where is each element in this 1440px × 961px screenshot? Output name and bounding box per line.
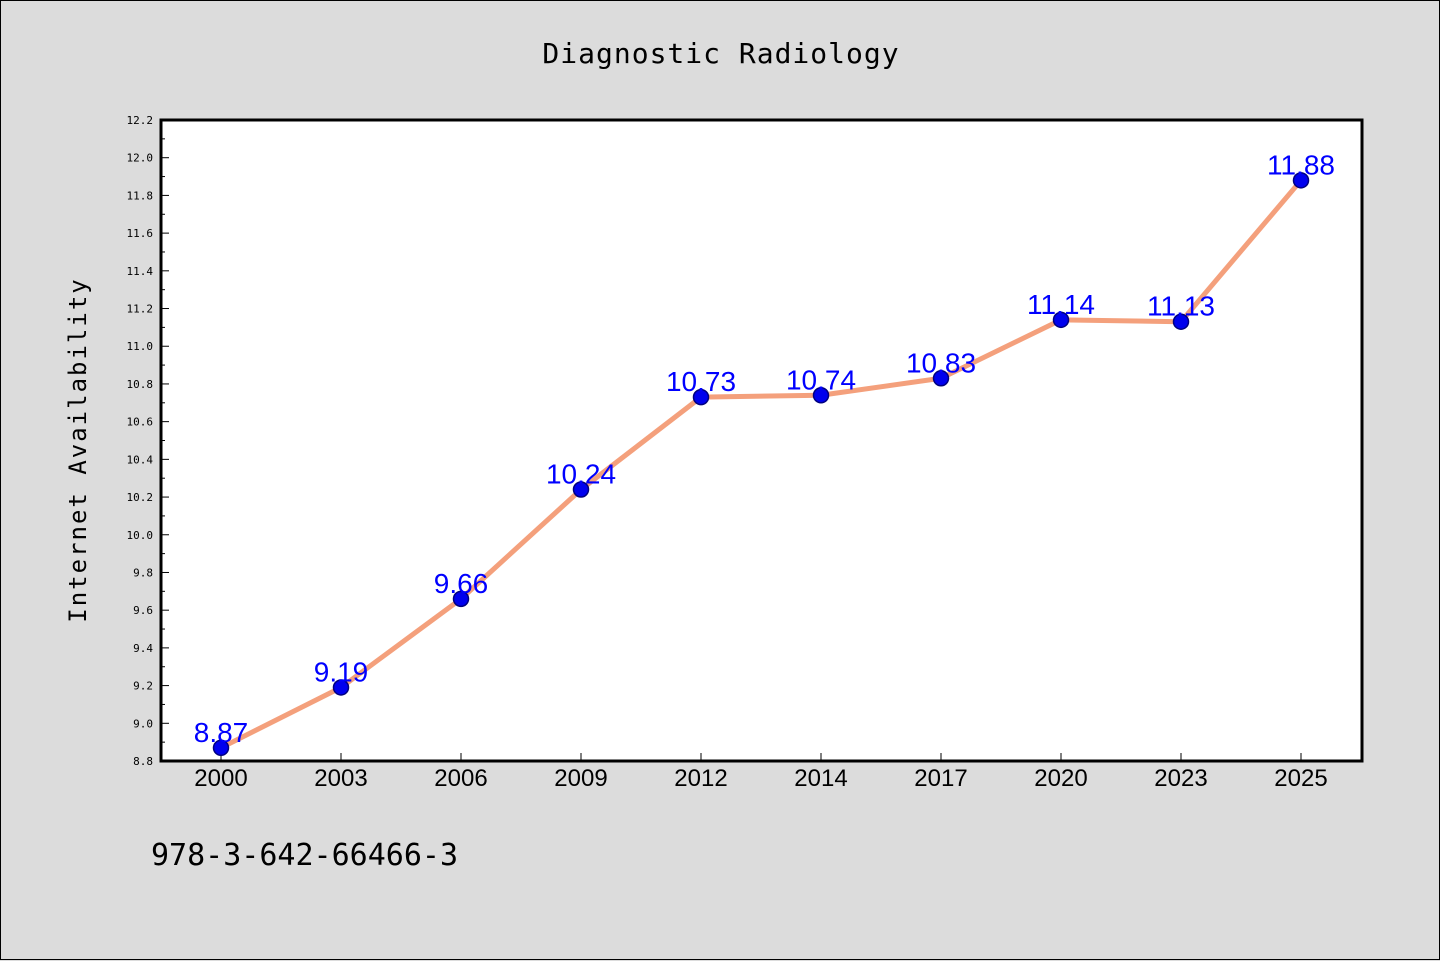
y-tick-label: 10.2: [127, 491, 154, 504]
footer-isbn-text: 978-3-642-66466-3: [151, 838, 458, 873]
series-polyline: [218, 177, 1304, 751]
data-label: 8.87: [194, 717, 249, 748]
data-point-marker: [572, 481, 590, 498]
data-point-marker: [452, 590, 470, 608]
y-tick-label: 11.2: [127, 303, 154, 316]
x-tick-label: 2025: [1274, 765, 1327, 792]
x-tick-label: 2000: [194, 765, 247, 792]
data-point-marker: [932, 370, 950, 387]
data-label: 10.74: [786, 364, 856, 395]
data-point-marker: [332, 679, 350, 696]
y-tick-label: 12.2: [127, 114, 154, 127]
y-tick-label: 11.0: [127, 340, 154, 353]
plot-area: [159, 118, 1364, 763]
y-tick-label: 9.8: [133, 566, 153, 579]
y-tick-label: 9.6: [133, 604, 153, 617]
x-tick-label: 2017: [914, 765, 967, 792]
x-tick-label: 2020: [1034, 765, 1087, 792]
data-label: 10.73: [666, 366, 736, 397]
data-label: 10.24: [546, 459, 616, 490]
data-point-marker: [212, 739, 230, 757]
data-label: 11.13: [1147, 291, 1215, 322]
x-tick-label: 2012: [674, 765, 727, 792]
data-label: 10.83: [906, 347, 976, 378]
y-axis-ticks: 8.8 9.0 9.2 9.4 9.6 9.8 10.0 10.2 10.4 10.6 10.8 11…: [127, 114, 169, 768]
x-tick-label: 2009: [554, 765, 607, 792]
y-tick-label: 10.4: [127, 453, 154, 466]
y-tick-label: 10.8: [127, 378, 154, 391]
data-label: 9.66: [434, 568, 489, 599]
data-point-marker: [1172, 313, 1190, 330]
data-label: 11.88: [1267, 149, 1335, 180]
chart-title: Diagnostic Radiology: [542, 37, 899, 70]
y-tick-label: 11.4: [127, 265, 154, 278]
data-point-marker: [692, 388, 710, 406]
x-axis-ticks: 2000 2003 2006 2009 2012 2014 2017 2020 2023 2025: [194, 753, 1328, 792]
data-label: 9.19: [314, 656, 369, 687]
y-tick-label: 8.8: [133, 755, 153, 768]
x-tick-label: 2023: [1154, 765, 1207, 792]
y-tick-label: 10.0: [127, 529, 154, 542]
y-tick-label: 10.6: [127, 416, 154, 429]
y-tick-label: 9.4: [133, 642, 153, 655]
y-tick-label: 9.0: [133, 717, 153, 730]
x-tick-label: 2003: [314, 765, 367, 792]
data-labels: 8.87 9.19 9.66 10.24 10.73 10.74 10.83 11.14 11.…: [194, 149, 1335, 747]
data-label: 11.14: [1027, 289, 1095, 320]
data-point-marker: [1292, 172, 1310, 189]
y-tick-label: 11.8: [127, 189, 154, 202]
data-point-marker: [1052, 311, 1070, 329]
x-tick-label: 2014: [794, 765, 847, 792]
y-tick-label: 11.6: [127, 227, 154, 240]
x-tick-label: 2006: [434, 765, 487, 792]
data-points: [212, 172, 1310, 757]
y-tick-label: 9.2: [133, 680, 153, 693]
data-point-marker: [812, 387, 830, 404]
series-line: [218, 177, 1304, 751]
y-tick-label: 12.0: [127, 152, 154, 165]
y-axis-label: Internet Availability: [64, 277, 92, 622]
